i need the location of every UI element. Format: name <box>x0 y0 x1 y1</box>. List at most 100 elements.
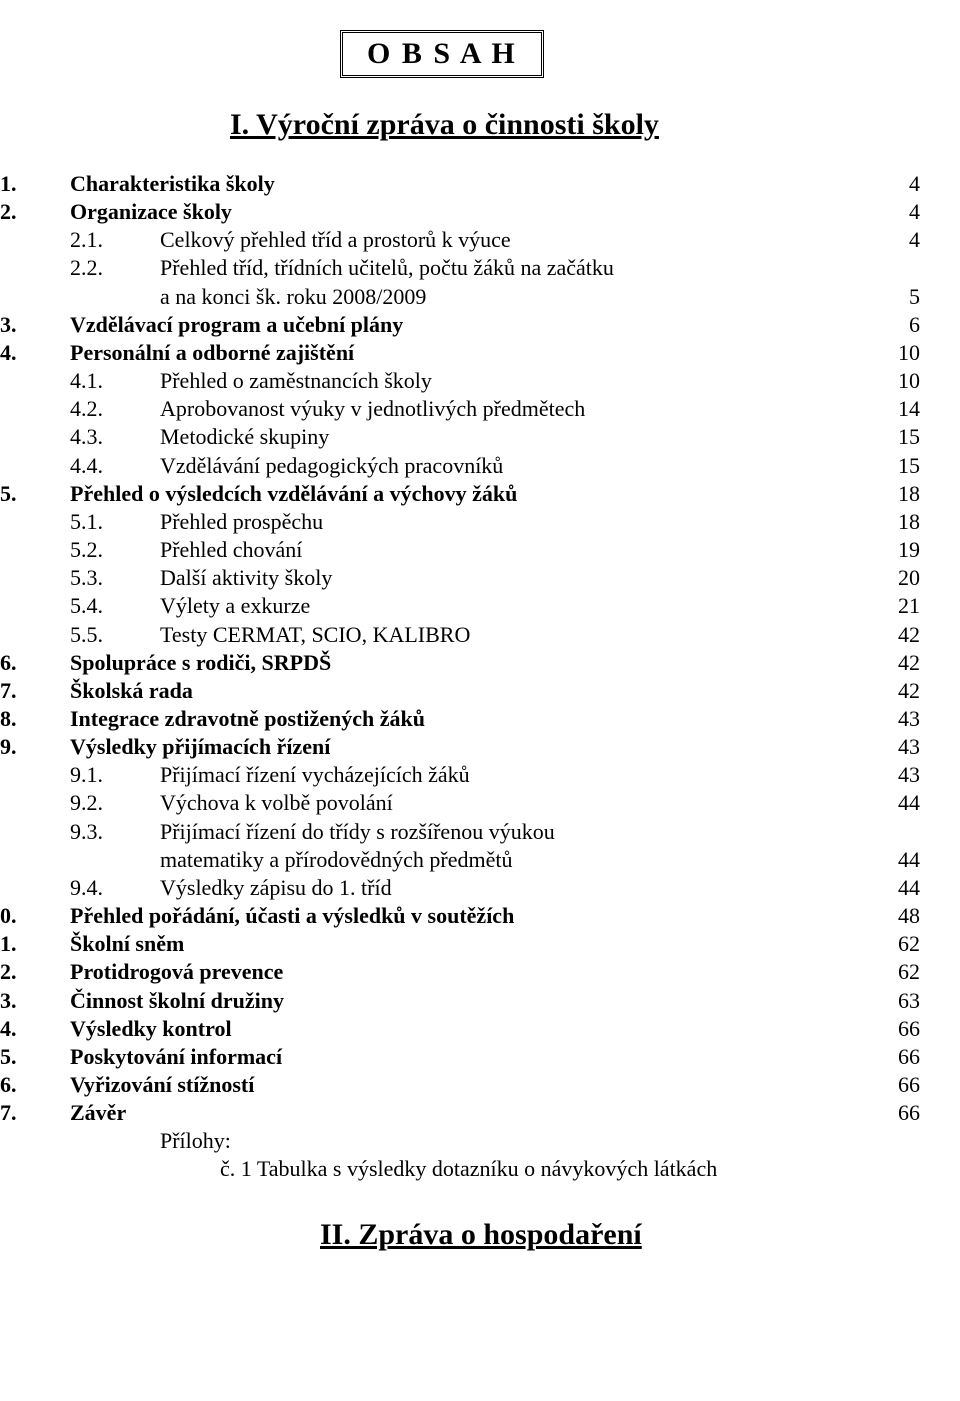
toc-number: 9.3. <box>0 818 160 846</box>
section-heading-1: I. Výroční zpráva o činnosti školy <box>230 108 920 142</box>
toc-label: Vyřizování stížností <box>70 1071 860 1099</box>
toc-page: 62 <box>860 958 920 986</box>
toc-label: Závěr <box>70 1099 860 1127</box>
toc-number: 3. <box>0 311 70 339</box>
toc-label: Přehled o zaměstnancích školy <box>160 367 860 395</box>
toc-label: Vzdělávání pedagogických pracovníků <box>160 452 860 480</box>
toc-row: 2.Protidrogová prevence62 <box>0 958 920 986</box>
toc-label: Organizace školy <box>70 198 860 226</box>
toc-page: 66 <box>860 1043 920 1071</box>
toc-row: 9.4.Výsledky zápisu do 1. tříd44 <box>0 874 920 902</box>
toc-row: 5.Poskytování informací66 <box>0 1043 920 1071</box>
toc-row: 5.2.Přehled chování19 <box>0 536 920 564</box>
toc-row: a na konci šk. roku 2008/20095 <box>0 283 920 311</box>
toc-page: 43 <box>860 733 920 761</box>
toc-page: 42 <box>860 677 920 705</box>
toc-number: 2. <box>0 958 70 986</box>
toc-row: 1.Charakteristika školy4 <box>0 170 920 198</box>
toc-row: 4.Personální a odborné zajištění10 <box>0 339 920 367</box>
toc-number: 7. <box>0 677 70 705</box>
toc-number: 2.1. <box>0 226 160 254</box>
toc-page: 18 <box>860 508 920 536</box>
title-box-text: O B S A H <box>367 37 517 70</box>
toc-page: 15 <box>860 423 920 451</box>
toc-page: 20 <box>860 564 920 592</box>
toc-page: 42 <box>860 621 920 649</box>
toc-row: 5.4.Výlety a exkurze21 <box>0 592 920 620</box>
toc-label: Přijímací řízení do třídy s rozšířenou v… <box>160 818 860 846</box>
toc-number: 5.4. <box>0 592 160 620</box>
toc-page: 21 <box>860 592 920 620</box>
toc-row: 2.2.Přehled tříd, třídních učitelů, počt… <box>0 254 920 282</box>
toc-label: Činnost školní družiny <box>70 987 860 1015</box>
title-box: O B S A H <box>340 30 544 78</box>
toc-page: 10 <box>860 339 920 367</box>
toc-label: Výsledky kontrol <box>70 1015 860 1043</box>
attachments-label: Přílohy: <box>0 1127 920 1155</box>
toc-row: 7.Závěr66 <box>0 1099 920 1127</box>
toc-row: 4.3.Metodické skupiny15 <box>0 423 920 451</box>
toc-label: Protidrogová prevence <box>70 958 860 986</box>
toc-number: 6. <box>0 649 70 677</box>
toc-number: 4. <box>0 1015 70 1043</box>
toc-label: Vzdělávací program a učební plány <box>70 311 860 339</box>
toc-number: 5.1. <box>0 508 160 536</box>
toc-label: Přehled o výsledcích vzdělávání a výchov… <box>70 480 860 508</box>
toc-label: Integrace zdravotně postižených žáků <box>70 705 860 733</box>
toc-number: 5.3. <box>0 564 160 592</box>
toc-number: 0. <box>0 902 70 930</box>
toc-page: 4 <box>860 198 920 226</box>
toc-number: 2.2. <box>0 254 160 282</box>
toc-label: Přehled chování <box>160 536 860 564</box>
toc-label: Školní sněm <box>70 930 860 958</box>
toc-label: Další aktivity školy <box>160 564 860 592</box>
toc-number: 4.4. <box>0 452 160 480</box>
toc-row: 0.Přehled pořádání, účasti a výsledků v … <box>0 902 920 930</box>
toc-row: 9.Výsledky přijímacích řízení43 <box>0 733 920 761</box>
toc-page: 44 <box>860 874 920 902</box>
toc-label: Aprobovanost výuky v jednotlivých předmě… <box>160 395 860 423</box>
toc-label: Charakteristika školy <box>70 170 860 198</box>
toc-label: Testy CERMAT, SCIO, KALIBRO <box>160 621 860 649</box>
toc-row: 1.Školní sněm62 <box>0 930 920 958</box>
toc-page: 43 <box>860 705 920 733</box>
toc-label: matematiky a přírodovědných předmětů <box>160 846 860 874</box>
toc-page: 66 <box>860 1015 920 1043</box>
toc-page: 43 <box>860 761 920 789</box>
toc-row: 4.4.Vzdělávání pedagogických pracovníků1… <box>0 452 920 480</box>
toc-label: Spolupráce s rodiči, SRPDŠ <box>70 649 860 677</box>
toc-number: 8. <box>0 705 70 733</box>
toc-label: Přehled prospěchu <box>160 508 860 536</box>
toc-label: Celkový přehled tříd a prostorů k výuce <box>160 226 860 254</box>
toc-label: Poskytování informací <box>70 1043 860 1071</box>
attachments-block: Přílohy: č. 1 Tabulka s výsledky dotazní… <box>0 1127 920 1183</box>
toc-number: 4.1. <box>0 367 160 395</box>
toc-label: a na konci šk. roku 2008/2009 <box>160 283 860 311</box>
toc-label: Školská rada <box>70 677 860 705</box>
toc-page: 66 <box>860 1099 920 1127</box>
toc-row: 2.1.Celkový přehled tříd a prostorů k vý… <box>0 226 920 254</box>
toc-label: Výlety a exkurze <box>160 592 860 620</box>
toc-row: 5.1.Přehled prospěchu18 <box>0 508 920 536</box>
toc-label: Výsledky zápisu do 1. tříd <box>160 874 860 902</box>
toc-number: 4.2. <box>0 395 160 423</box>
toc-number: 9.4. <box>0 874 160 902</box>
toc-number: 6. <box>0 1071 70 1099</box>
document-page: O B S A H I. Výroční zpráva o činnosti š… <box>0 0 960 1292</box>
toc-row: 5.5.Testy CERMAT, SCIO, KALIBRO42 <box>0 621 920 649</box>
toc-page: 63 <box>860 987 920 1015</box>
toc-row: 2.Organizace školy4 <box>0 198 920 226</box>
toc-row: 6.Vyřizování stížností66 <box>0 1071 920 1099</box>
toc-row: 5.3.Další aktivity školy20 <box>0 564 920 592</box>
toc-label: Výchova k volbě povolání <box>160 789 860 817</box>
toc-number: 9. <box>0 733 70 761</box>
toc-number: 7. <box>0 1099 70 1127</box>
toc-list: 1.Charakteristika školy42.Organizace ško… <box>0 170 920 1127</box>
toc-page: 42 <box>860 649 920 677</box>
toc-page: 4 <box>860 170 920 198</box>
toc-label: Přehled tříd, třídních učitelů, počtu žá… <box>160 254 860 282</box>
toc-number: 9.2. <box>0 789 160 817</box>
toc-number: 4. <box>0 339 70 367</box>
toc-row: 9.1.Přijímací řízení vycházejících žáků4… <box>0 761 920 789</box>
toc-label: Metodické skupiny <box>160 423 860 451</box>
